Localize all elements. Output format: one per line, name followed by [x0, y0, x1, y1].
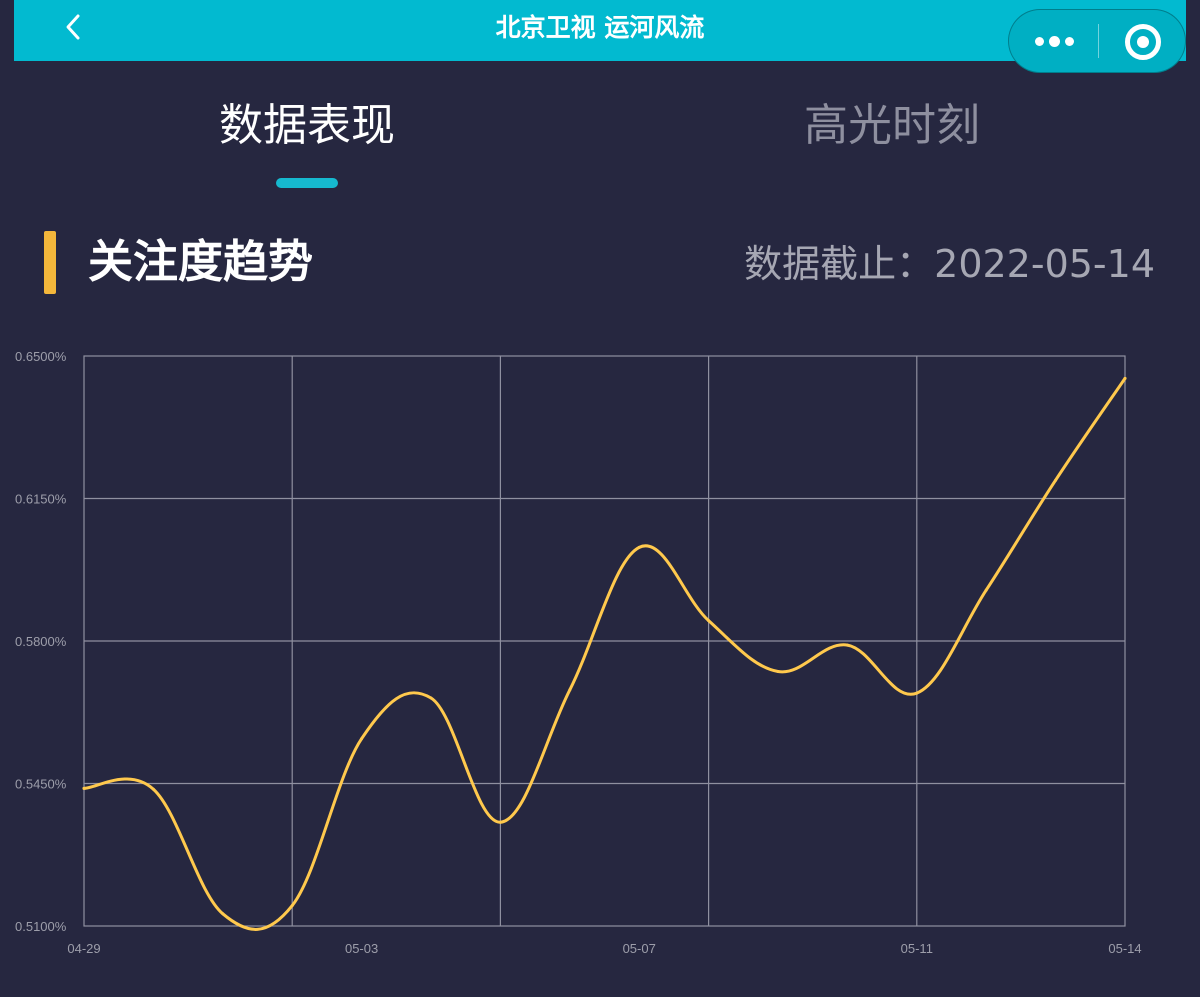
y-tick-label: 0.5450% [15, 777, 67, 792]
close-button[interactable] [1099, 10, 1185, 72]
app-title: 北京卫视 运河风流 [495, 13, 705, 42]
chart-grid [83, 355, 1126, 927]
data-point [1054, 478, 1058, 482]
more-dots-icon [1065, 37, 1074, 46]
data-point [568, 688, 572, 692]
data-point [151, 787, 155, 791]
x-tick-label: 05-14 [1108, 941, 1141, 956]
data-point [290, 904, 294, 908]
data-point [221, 912, 225, 916]
tab-highlight-moments[interactable]: 高光时刻 [804, 100, 980, 151]
y-axis-ticks: 0.5100% 0.5450% 0.5800% 0.6150% 0.6500% [15, 349, 67, 934]
capsule-divider [1098, 24, 1099, 58]
x-tick-label: 05-11 [901, 941, 933, 956]
y-tick-label: 0.5100% [15, 919, 67, 934]
data-point [360, 737, 364, 741]
back-button[interactable] [48, 0, 98, 55]
x-tick-label: 05-07 [623, 941, 656, 956]
data-point [776, 670, 780, 673]
section-accent-bar [44, 231, 56, 294]
more-dots-icon [1049, 36, 1060, 47]
tab-data-performance[interactable]: 数据表现 [219, 100, 395, 151]
data-point [498, 820, 502, 824]
data-point [82, 786, 86, 790]
title-bar [14, 0, 1186, 61]
y-tick-label: 0.6150% [15, 492, 67, 507]
x-tick-label: 05-03 [345, 941, 378, 956]
more-dots-icon [1035, 37, 1044, 46]
x-tick-label: 04-29 [67, 941, 100, 956]
data-point [637, 545, 641, 549]
data-cutoff: 数据截止：2022-05-14 [744, 238, 1155, 290]
data-point [707, 619, 711, 623]
data-point [845, 643, 849, 647]
data-point [984, 588, 988, 592]
data-point [1123, 376, 1127, 380]
data-point [915, 691, 919, 695]
target-circle-icon [1125, 24, 1161, 60]
series-layer [82, 376, 1127, 931]
series-line [82, 376, 1127, 931]
chevron-left-icon [66, 14, 80, 40]
x-axis-ticks: 04-29 05-03 05-07 05-11 05-14 [67, 941, 1141, 956]
target-circle-core [1137, 36, 1149, 48]
section-title: 关注度趋势 [88, 235, 314, 288]
cutoff-date: 2022-05-14 [934, 242, 1155, 286]
data-point [429, 696, 433, 700]
mini-program-capsule [1008, 9, 1186, 73]
y-tick-label: 0.5800% [15, 634, 67, 649]
more-button[interactable] [1009, 10, 1097, 72]
attention-trend-chart: 0.5100% 0.5450% 0.5800% 0.6150% 0.6500% 04-2… [15, 349, 1142, 956]
active-tab-indicator [276, 178, 338, 188]
y-tick-label: 0.6500% [15, 349, 67, 364]
cutoff-label: 数据截止： [744, 242, 935, 286]
